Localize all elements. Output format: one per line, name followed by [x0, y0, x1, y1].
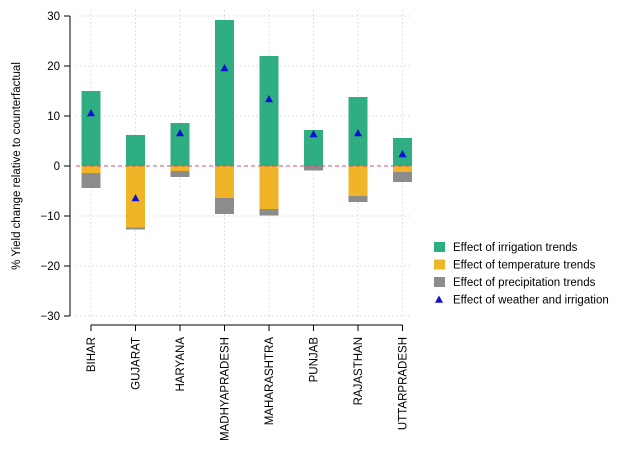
axes: 30 20 10 0 −10 −20 −30 BIHAR GUJARAT HARYANA MADHY… [40, 11, 409, 441]
marker-weather-irrigation [309, 130, 318, 138]
marker-weather-irrigation [354, 129, 362, 137]
x-tick-label: HARYANA [175, 337, 187, 392]
y-axis-label: % Yield change relative to counterfactua… [11, 62, 23, 270]
y-tick-label: −20 [40, 261, 60, 273]
legend-label: Effect of temperature trends [453, 260, 596, 272]
bar-precipitation [126, 227, 145, 230]
legend-swatch [435, 295, 443, 303]
x-tick-label: GUJARAT [131, 337, 143, 390]
bar-precipitation [304, 166, 323, 171]
bar-precipitation [348, 196, 368, 202]
x-tick-label: MADHYAPRADESH [220, 337, 232, 441]
marker-weather-irrigation [176, 129, 184, 137]
marker-weather-irrigation [265, 95, 273, 103]
bar-precipitation [215, 198, 234, 214]
bar-temperature [348, 166, 368, 196]
x-tick-label: UTTARPRADESH [398, 337, 410, 430]
bar-precipitation [393, 172, 412, 182]
marker-weather-irrigation [131, 194, 140, 202]
bar-irrigation [215, 20, 234, 166]
bar-precipitation [81, 173, 101, 188]
bar-irrigation [259, 56, 279, 166]
y-tick-label: 30 [47, 11, 60, 23]
bar-precipitation [259, 209, 279, 216]
bar-irrigation [304, 130, 323, 166]
bar-irrigation [81, 91, 101, 166]
y-tick-label: 0 [54, 161, 60, 173]
marker-weather-irrigation [398, 150, 407, 158]
bar-stacks [76, 20, 412, 230]
x-tick-label: PUNJAB [309, 337, 321, 383]
bar-temperature [215, 166, 234, 198]
legend-swatch [434, 242, 445, 252]
x-tick-label: MAHARASHTRA [264, 337, 276, 426]
bar-irrigation [126, 135, 145, 166]
y-tick-label: 10 [47, 111, 60, 123]
legend-label: Effect of precipitation trends [453, 277, 596, 289]
marker-weather-irrigation [87, 109, 95, 117]
bar-precipitation [170, 171, 190, 177]
bar-temperature [81, 166, 101, 173]
bar-temperature [393, 166, 412, 172]
weather-irrigation-markers [87, 64, 407, 202]
legend-label: Effect of weather and irrigation [453, 295, 609, 307]
y-tick-label: −10 [40, 211, 60, 223]
y-tick-label: −30 [40, 311, 60, 323]
bar-irrigation [170, 123, 190, 166]
marker-weather-irrigation [220, 64, 229, 72]
legend-swatch [434, 259, 445, 270]
bar-temperature [170, 166, 190, 171]
legend-swatch [434, 277, 445, 287]
x-tick-label: RAJASTHAN [353, 337, 365, 405]
bar-temperature [259, 166, 279, 209]
y-tick-label: 20 [47, 61, 60, 73]
legend: Effect of irrigation trends Effect of tem… [434, 242, 609, 307]
legend-label: Effect of irrigation trends [453, 242, 578, 254]
x-tick-label: BIHAR [86, 337, 98, 372]
